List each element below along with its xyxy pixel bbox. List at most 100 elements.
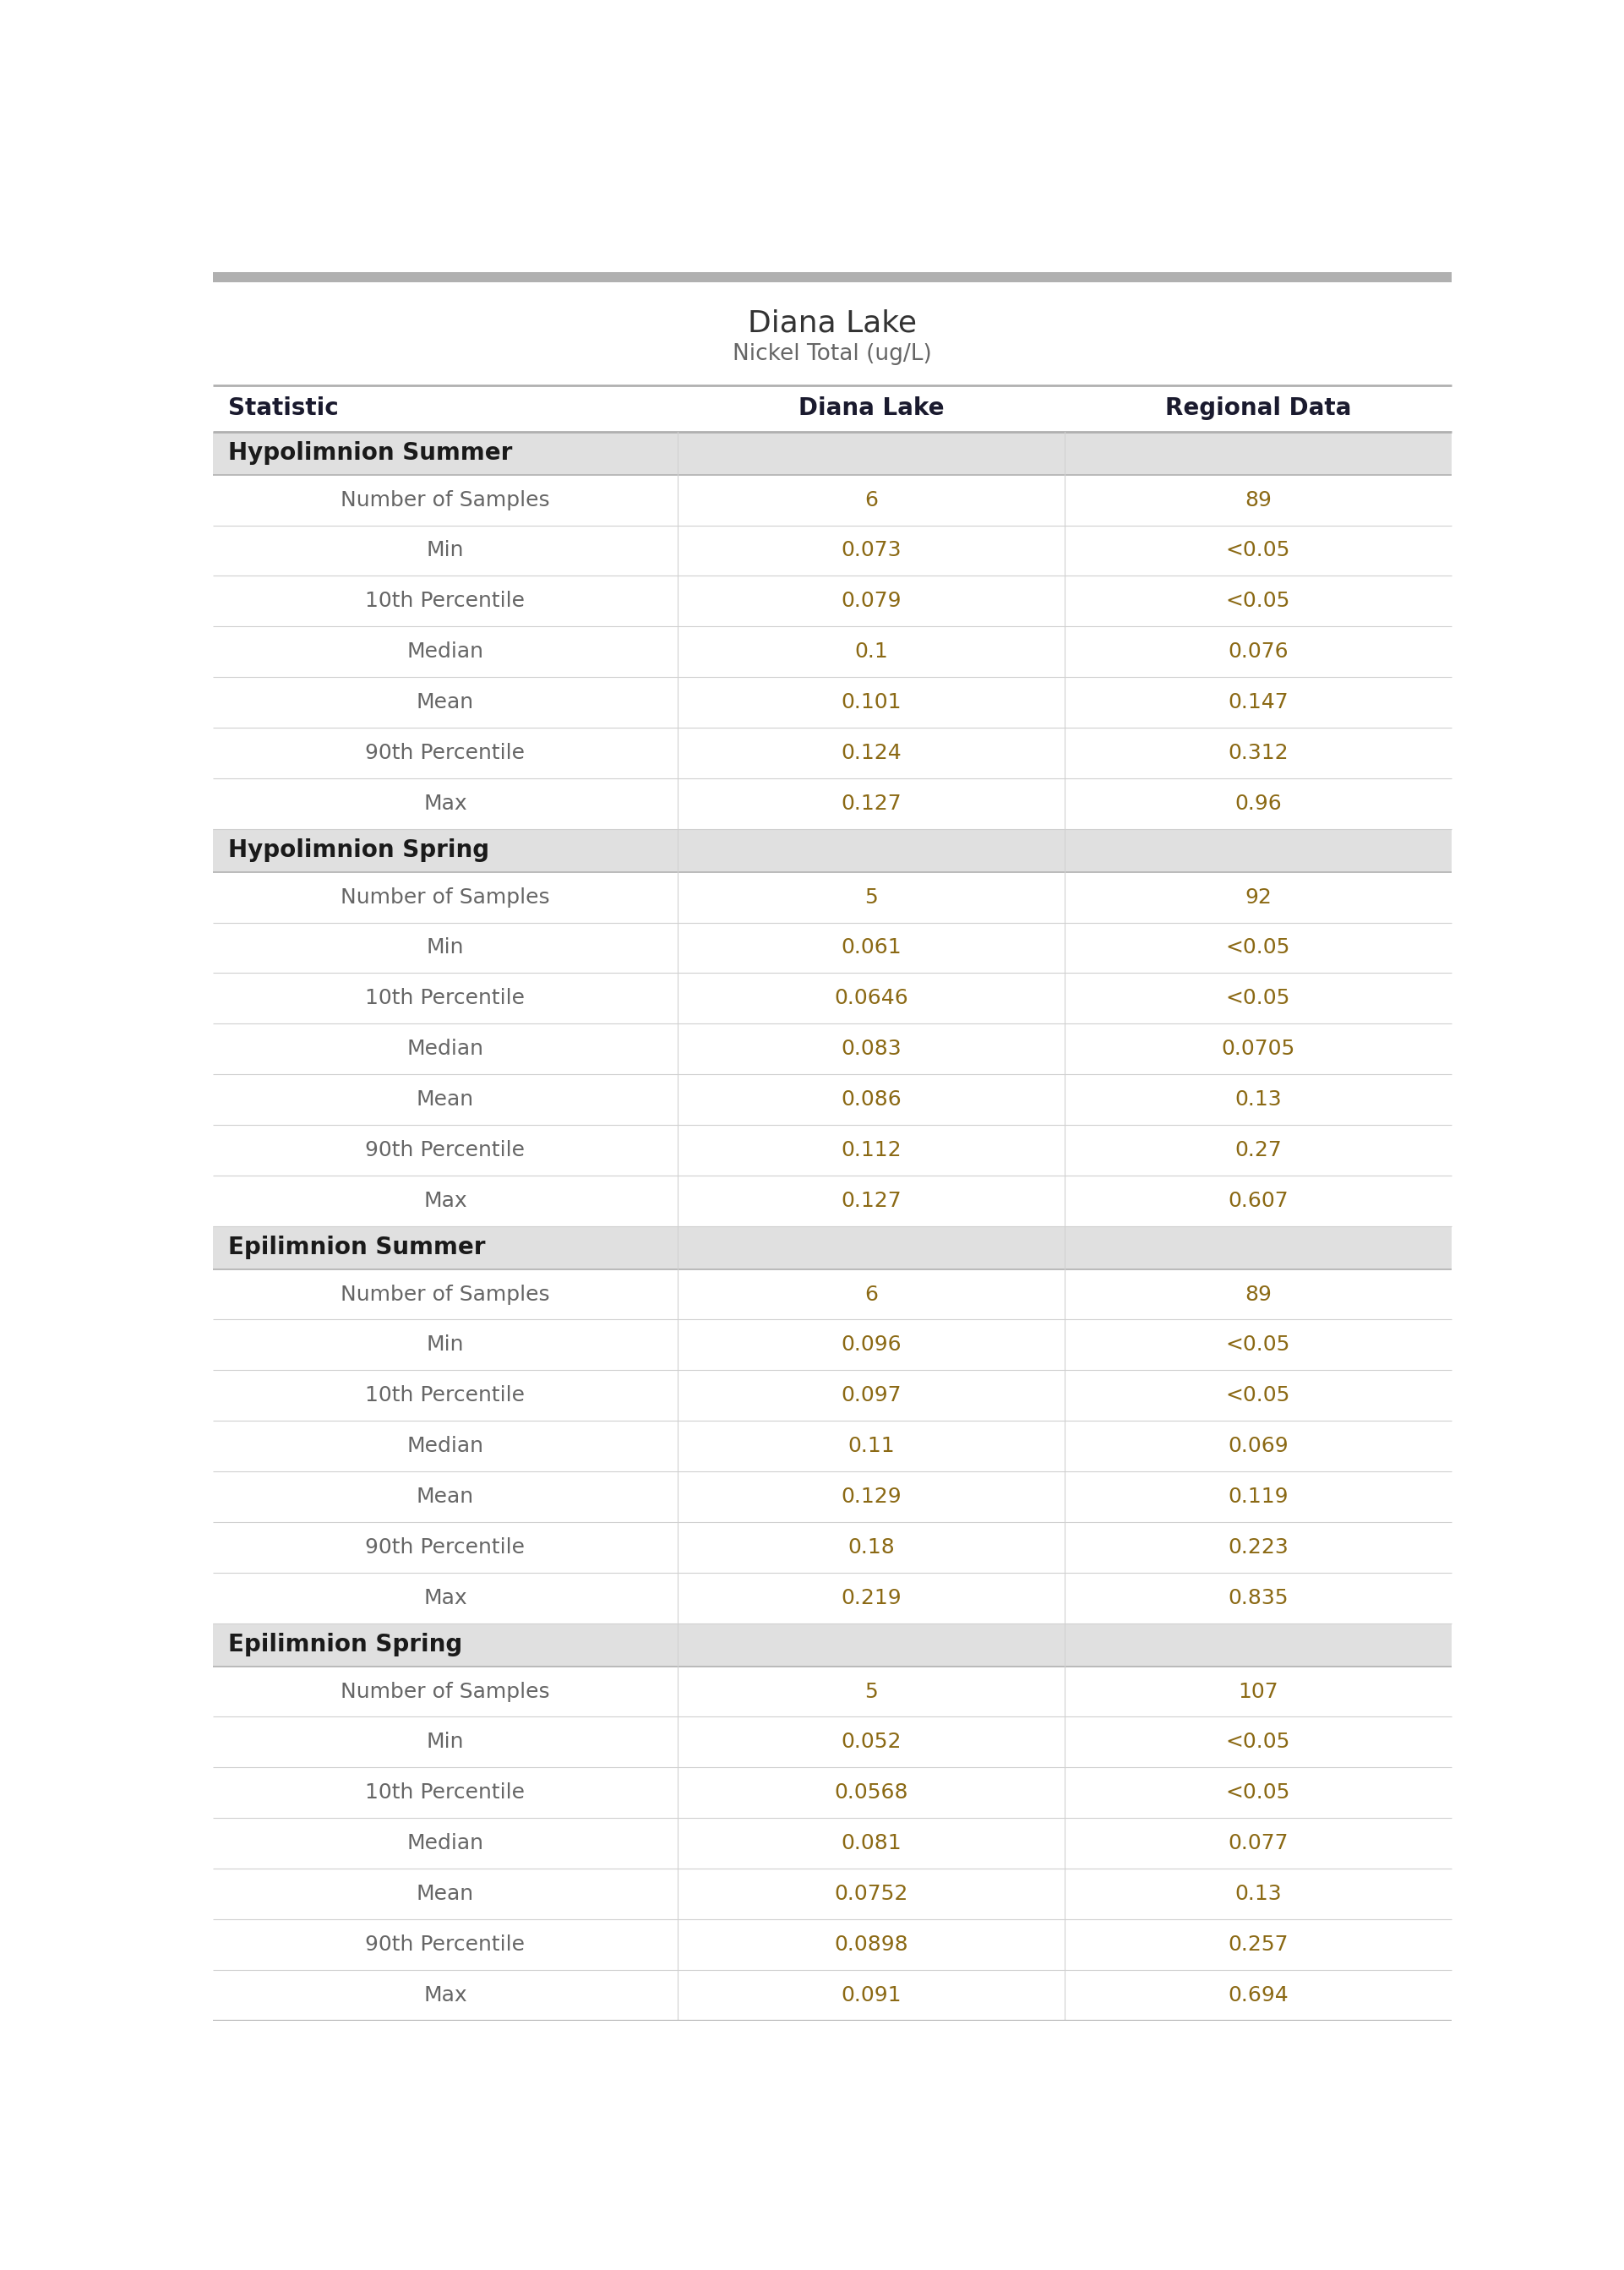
Bar: [213, 1471, 1452, 1521]
Text: Median: Median: [408, 642, 484, 663]
Bar: [213, 627, 1452, 676]
Bar: [213, 1970, 1452, 2020]
Bar: [213, 1371, 1452, 1421]
Text: Epilimnion Spring: Epilimnion Spring: [227, 1632, 463, 1657]
Text: 10th Percentile: 10th Percentile: [365, 1385, 525, 1405]
Text: 0.312: 0.312: [1228, 742, 1288, 763]
Bar: [213, 431, 1452, 474]
Text: Max: Max: [424, 792, 468, 813]
Text: 0.112: 0.112: [841, 1140, 901, 1160]
Text: 0.129: 0.129: [841, 1487, 901, 1507]
Text: <0.05: <0.05: [1226, 938, 1291, 958]
Text: 0.081: 0.081: [841, 1834, 901, 1852]
Text: 89: 89: [1244, 1285, 1272, 1305]
Text: 107: 107: [1237, 1682, 1278, 1702]
Text: 0.0898: 0.0898: [835, 1934, 908, 1954]
Text: Diana Lake: Diana Lake: [747, 309, 918, 338]
Text: 0.076: 0.076: [1228, 642, 1288, 663]
Text: 0.147: 0.147: [1228, 692, 1288, 713]
Bar: [213, 1126, 1452, 1176]
Text: 10th Percentile: 10th Percentile: [365, 1782, 525, 1802]
Text: Min: Min: [427, 938, 464, 958]
Bar: [213, 829, 1452, 872]
Text: 0.091: 0.091: [841, 1984, 901, 2004]
Text: 0.124: 0.124: [841, 742, 901, 763]
Text: 0.0752: 0.0752: [835, 1884, 908, 1905]
Bar: [213, 1319, 1452, 1371]
Text: 0.086: 0.086: [841, 1090, 901, 1110]
Text: 0.097: 0.097: [841, 1385, 901, 1405]
Text: Hypolimnion Summer: Hypolimnion Summer: [227, 440, 513, 465]
Text: Diana Lake: Diana Lake: [797, 397, 944, 420]
Text: Number of Samples: Number of Samples: [341, 490, 551, 511]
Bar: [213, 1269, 1452, 1319]
Text: 92: 92: [1244, 888, 1272, 908]
Bar: [213, 524, 1452, 577]
Text: 0.96: 0.96: [1234, 792, 1281, 813]
Text: 0.096: 0.096: [841, 1335, 901, 1355]
Bar: [213, 1868, 1452, 1918]
Text: <0.05: <0.05: [1226, 1335, 1291, 1355]
Bar: [213, 1176, 1452, 1226]
Text: Median: Median: [408, 1437, 484, 1457]
Text: 0.079: 0.079: [841, 590, 901, 611]
Text: 6: 6: [864, 1285, 877, 1305]
Text: Mean: Mean: [416, 1884, 474, 1905]
Text: 10th Percentile: 10th Percentile: [365, 590, 525, 611]
Bar: [213, 1074, 1452, 1126]
Text: <0.05: <0.05: [1226, 1782, 1291, 1802]
Bar: [213, 1666, 1452, 1716]
Bar: [213, 272, 1452, 281]
Text: 0.1: 0.1: [854, 642, 888, 663]
Text: 0.073: 0.073: [841, 540, 901, 561]
Text: 0.219: 0.219: [841, 1587, 901, 1607]
Text: 0.061: 0.061: [841, 938, 901, 958]
Text: Number of Samples: Number of Samples: [341, 1285, 551, 1305]
Text: <0.05: <0.05: [1226, 540, 1291, 561]
Bar: [213, 729, 1452, 779]
Bar: [213, 676, 1452, 729]
Text: 10th Percentile: 10th Percentile: [365, 987, 525, 1008]
Text: Mean: Mean: [416, 1487, 474, 1507]
Bar: [213, 1768, 1452, 1818]
Text: Number of Samples: Number of Samples: [341, 888, 551, 908]
Text: 90th Percentile: 90th Percentile: [365, 1140, 525, 1160]
Text: 0.119: 0.119: [1228, 1487, 1288, 1507]
Bar: [213, 974, 1452, 1024]
Text: 0.127: 0.127: [841, 1189, 901, 1210]
Text: 0.27: 0.27: [1234, 1140, 1281, 1160]
Text: 0.101: 0.101: [841, 692, 901, 713]
Text: 0.223: 0.223: [1228, 1537, 1288, 1557]
Text: Min: Min: [427, 540, 464, 561]
Text: Median: Median: [408, 1040, 484, 1060]
Text: Regional Data: Regional Data: [1164, 397, 1351, 420]
Bar: [213, 474, 1452, 524]
Text: 0.835: 0.835: [1228, 1587, 1288, 1607]
Text: <0.05: <0.05: [1226, 590, 1291, 611]
Bar: [213, 779, 1452, 829]
Text: 0.052: 0.052: [841, 1732, 901, 1752]
Text: 90th Percentile: 90th Percentile: [365, 1934, 525, 1954]
Bar: [213, 1818, 1452, 1868]
Bar: [213, 1226, 1452, 1269]
Text: Max: Max: [424, 1189, 468, 1210]
Text: 90th Percentile: 90th Percentile: [365, 742, 525, 763]
Bar: [213, 1521, 1452, 1573]
Text: 89: 89: [1244, 490, 1272, 511]
Text: 0.13: 0.13: [1234, 1090, 1281, 1110]
Bar: [213, 922, 1452, 974]
Bar: [213, 1573, 1452, 1623]
Bar: [213, 1918, 1452, 1970]
Text: Hypolimnion Spring: Hypolimnion Spring: [227, 838, 489, 863]
Bar: [213, 1623, 1452, 1666]
Text: 0.127: 0.127: [841, 792, 901, 813]
Text: 0.0568: 0.0568: [835, 1782, 908, 1802]
Bar: [213, 386, 1452, 431]
Text: 0.069: 0.069: [1228, 1437, 1288, 1457]
Bar: [213, 281, 1452, 386]
Text: 0.11: 0.11: [848, 1437, 895, 1457]
Text: 0.0705: 0.0705: [1221, 1040, 1294, 1060]
Text: 0.077: 0.077: [1228, 1834, 1288, 1852]
Bar: [213, 1024, 1452, 1074]
Bar: [213, 872, 1452, 922]
